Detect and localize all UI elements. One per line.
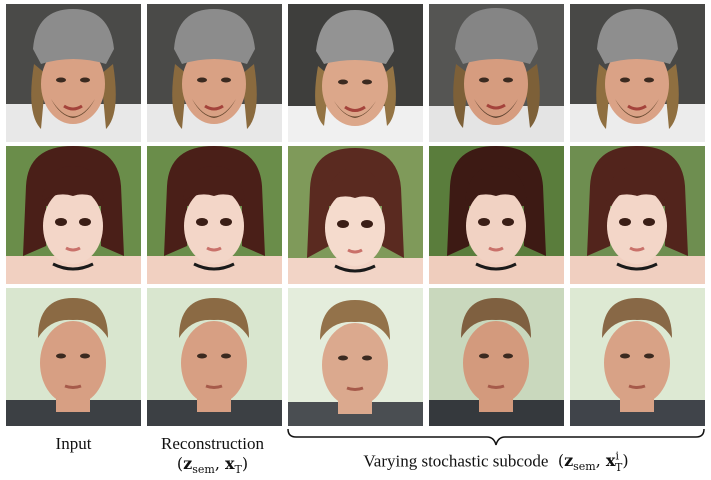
face-image-reconstruction-row3: [147, 288, 282, 426]
face-image-input-row1: [6, 4, 141, 142]
math-comma: ,: [595, 451, 606, 471]
math-x-subscript: T: [234, 463, 242, 477]
caption-varying-label: Varying stochastic subcode: [363, 451, 549, 471]
face-image-input-row2: [6, 146, 141, 284]
math-z: z: [183, 454, 193, 473]
math-comma: ,: [214, 454, 225, 473]
face-image-variation1-row3: [288, 288, 423, 426]
face-image-variation1-row2: [288, 146, 423, 284]
math-z-subscript: sem: [573, 460, 596, 474]
caption-varying: Varying stochastic subcode (zsem, xiT): [287, 447, 705, 478]
math-close-paren: ): [622, 451, 629, 471]
math-x: x: [224, 454, 235, 473]
math-z: z: [564, 451, 574, 471]
curly-brace: [287, 428, 705, 446]
math-x-superscript: i: [615, 450, 619, 463]
face-image-reconstruction-row1: [147, 4, 282, 142]
face-image-variation3-row2: [570, 146, 705, 284]
face-image-input-row3: [6, 288, 141, 426]
face-image-variation3-row1: [570, 4, 705, 142]
face-image-variation3-row3: [570, 288, 705, 426]
face-image-variation1-row1: [288, 4, 423, 142]
caption-reconstruction-math: (zsem, xT): [140, 454, 285, 480]
face-image-variation2-row3: [429, 288, 564, 426]
caption-varying-math: (zsem, xiT): [553, 450, 629, 474]
caption-reconstruction-label: Reconstruction: [161, 434, 264, 453]
figure-grid: [6, 4, 706, 428]
math-x: x: [605, 451, 616, 471]
face-image-reconstruction-row2: [147, 146, 282, 284]
math-z-subscript: sem: [192, 463, 215, 477]
math-open-paren: (: [557, 451, 565, 471]
face-image-variation2-row1: [429, 4, 564, 142]
caption-reconstruction: Reconstruction (zsem, xT): [140, 434, 285, 480]
caption-input: Input: [55, 434, 92, 453]
math-open-paren: (: [176, 454, 184, 473]
face-image-variation2-row2: [429, 146, 564, 284]
math-close-paren: ): [241, 454, 249, 473]
math-x-subscript: T: [615, 460, 623, 474]
